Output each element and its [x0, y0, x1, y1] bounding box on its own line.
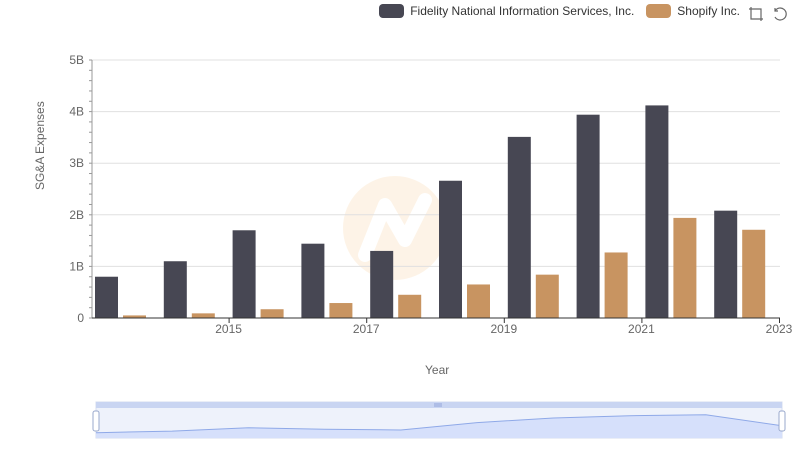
legend-label-fidelity: Fidelity National Information Services, …: [410, 4, 635, 18]
legend-item-fidelity[interactable]: Fidelity National Information Services, …: [379, 4, 634, 18]
bar-shopify-2020: [535, 274, 559, 318]
y-tick-label: 1B: [69, 259, 84, 273]
x-tick-label: 2017: [353, 322, 380, 336]
bar-fidelity-2022: [645, 105, 669, 319]
bar-fidelity-2020: [507, 136, 531, 318]
bar-fidelity-2016: [232, 230, 256, 318]
zoom-slider-grip: [434, 403, 442, 407]
bar-shopify-2016: [260, 309, 284, 318]
x-tick-label: 2023: [766, 322, 793, 336]
y-tick-label: 2B: [69, 208, 84, 222]
x-tick-label: 2021: [628, 322, 655, 336]
x-tick-label: 2019: [490, 322, 517, 336]
y-tick-label: 0: [77, 311, 84, 325]
zoom-slider-line: [95, 414, 783, 434]
y-tick-label: 3B: [69, 156, 84, 170]
x-tick-label: 2015: [215, 322, 242, 336]
legend: Fidelity National Information Services, …: [379, 4, 740, 18]
bar-shopify-2014: [123, 315, 146, 318]
legend-label-shopify: Shopify Inc.: [677, 4, 740, 18]
bar-shopify-2015: [191, 313, 215, 318]
legend-item-shopify[interactable]: Shopify Inc.: [646, 4, 740, 18]
y-tick-label: 5B: [69, 53, 84, 67]
bar-shopify-2017: [329, 303, 353, 318]
bar-shopify-2019: [467, 284, 490, 318]
bar-fidelity-2019: [439, 180, 462, 318]
watermark-logo: [343, 176, 447, 280]
bar-fidelity-2014: [95, 276, 118, 318]
toolbox: [748, 6, 788, 22]
bar-shopify-2022: [673, 217, 697, 318]
x-axis-title: Year: [425, 363, 450, 377]
bar-fidelity-2017: [301, 243, 325, 318]
zoom-handle-right[interactable]: [778, 410, 786, 432]
bar-fidelity-2015: [163, 261, 187, 318]
legend-swatch-shopify: [646, 4, 672, 18]
bar-fidelity-2021: [576, 114, 600, 318]
legend-swatch-fidelity: [379, 4, 405, 18]
bar-fidelity-2023: [714, 210, 738, 318]
zoom-icon[interactable]: [748, 6, 764, 22]
bar-shopify-2018: [398, 294, 422, 318]
bar-shopify-2021: [604, 252, 628, 318]
bar-shopify-2023: [742, 229, 766, 318]
bar-fidelity-2018: [370, 250, 394, 318]
restore-icon[interactable]: [772, 6, 788, 22]
zoom-handle-left[interactable]: [92, 410, 100, 432]
y-tick-label: 4B: [69, 105, 84, 119]
